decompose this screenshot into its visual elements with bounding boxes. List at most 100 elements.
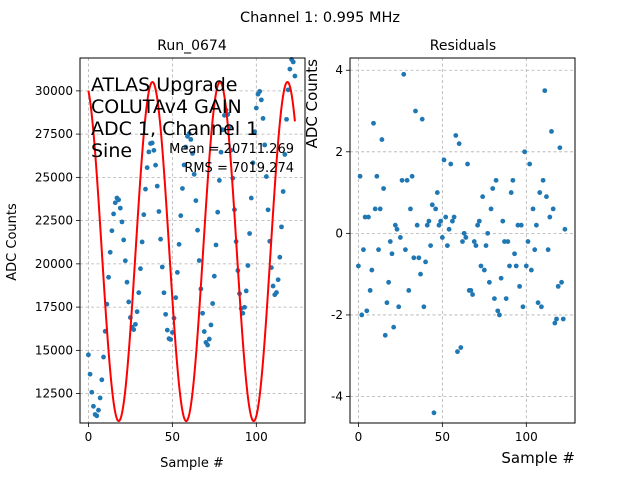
- data-point: [201, 329, 207, 334]
- data-point: [101, 354, 106, 360]
- x-tick-label: 100: [515, 430, 538, 444]
- data-point: [396, 304, 402, 310]
- data-point: [153, 162, 158, 168]
- data-point: [218, 149, 224, 155]
- data-point: [213, 242, 219, 248]
- data-point: [386, 279, 392, 285]
- left-chart-stats: Mean = 20711.269 RMS = 7019.274: [169, 142, 294, 176]
- data-point: [265, 207, 271, 213]
- data-point: [164, 327, 170, 333]
- data-point: [500, 218, 506, 224]
- data-point: [131, 327, 137, 332]
- y-tick-label: 2: [335, 145, 343, 159]
- data-point: [404, 177, 410, 183]
- data-point: [366, 214, 371, 220]
- data-point: [458, 345, 464, 350]
- data-point: [362, 214, 368, 220]
- data-point: [89, 389, 95, 395]
- data-point: [279, 224, 284, 230]
- data-point: [134, 309, 140, 315]
- data-point: [369, 267, 375, 273]
- data-point: [371, 120, 376, 126]
- data-point: [493, 177, 499, 183]
- data-point: [250, 160, 256, 166]
- data-point: [260, 116, 266, 121]
- data-point: [486, 279, 492, 285]
- data-point: [439, 235, 445, 240]
- data-point: [258, 97, 264, 103]
- data-point: [119, 219, 125, 225]
- data-point: [151, 147, 157, 153]
- data-point: [476, 218, 482, 224]
- data-point: [406, 288, 412, 293]
- data-point: [559, 279, 564, 285]
- left-chart-y-ticks: 12500 15000 17500 20000 22500 25000 27500 30000: [35, 84, 80, 401]
- data-point: [190, 150, 195, 156]
- data-point: [387, 239, 393, 244]
- data-point: [161, 290, 167, 296]
- data-point: [381, 186, 386, 191]
- left-chart-data-points: [85, 57, 298, 419]
- y-tick-label: 27500: [35, 127, 73, 141]
- y-tick-label: 22500: [35, 214, 73, 228]
- data-point: [409, 173, 415, 179]
- y-tick-label: -4: [331, 389, 343, 403]
- data-point: [453, 133, 459, 138]
- data-point: [497, 312, 502, 318]
- data-point: [431, 410, 437, 416]
- data-point: [263, 174, 269, 179]
- left-chart: Run_0674 0 50 100 12500 15000 17500 20000 2250…: [5, 38, 306, 471]
- annotation-line-3: ADC 1, Channel 1: [91, 118, 258, 140]
- data-point: [181, 162, 187, 168]
- figure-suptitle: Channel 1: 0.995 MHz: [240, 10, 400, 26]
- data-point: [507, 263, 512, 269]
- data-point: [455, 349, 460, 355]
- left-chart-xlabel: Sample #: [160, 456, 224, 471]
- data-point: [109, 228, 115, 234]
- fit-curve-line: [87, 80, 296, 423]
- data-point: [513, 263, 519, 269]
- data-point: [91, 403, 96, 409]
- data-point: [547, 214, 553, 220]
- data-point: [183, 144, 189, 150]
- data-point: [490, 186, 496, 191]
- data-point: [355, 263, 361, 269]
- data-point: [122, 258, 128, 264]
- data-point: [220, 127, 226, 133]
- data-point: [429, 202, 435, 208]
- data-point: [542, 88, 548, 94]
- data-point: [208, 322, 214, 328]
- data-point: [438, 218, 444, 224]
- data-point: [367, 288, 373, 293]
- data-point: [557, 145, 563, 151]
- data-point: [94, 413, 100, 419]
- data-point: [126, 299, 132, 305]
- data-point: [416, 255, 422, 261]
- data-point: [99, 377, 105, 383]
- data-point: [106, 274, 111, 280]
- data-point: [408, 206, 413, 212]
- data-point: [560, 316, 566, 322]
- data-point: [191, 171, 197, 177]
- data-point: [284, 116, 289, 122]
- data-point: [517, 283, 522, 289]
- data-point: [364, 308, 370, 314]
- data-point: [139, 239, 145, 245]
- data-point: [488, 206, 494, 212]
- data-point: [374, 173, 380, 179]
- data-point: [168, 337, 174, 342]
- data-point: [97, 395, 103, 401]
- data-point: [107, 249, 113, 255]
- data-point: [285, 87, 291, 93]
- data-point: [426, 218, 432, 224]
- x-tick-label: 50: [435, 430, 450, 444]
- data-point: [282, 152, 288, 157]
- data-point: [450, 218, 455, 224]
- data-point: [243, 288, 249, 294]
- data-point: [550, 206, 556, 212]
- data-point: [492, 296, 497, 302]
- x-tick-label: 0: [355, 430, 363, 444]
- data-point: [411, 255, 417, 261]
- data-point: [270, 283, 276, 289]
